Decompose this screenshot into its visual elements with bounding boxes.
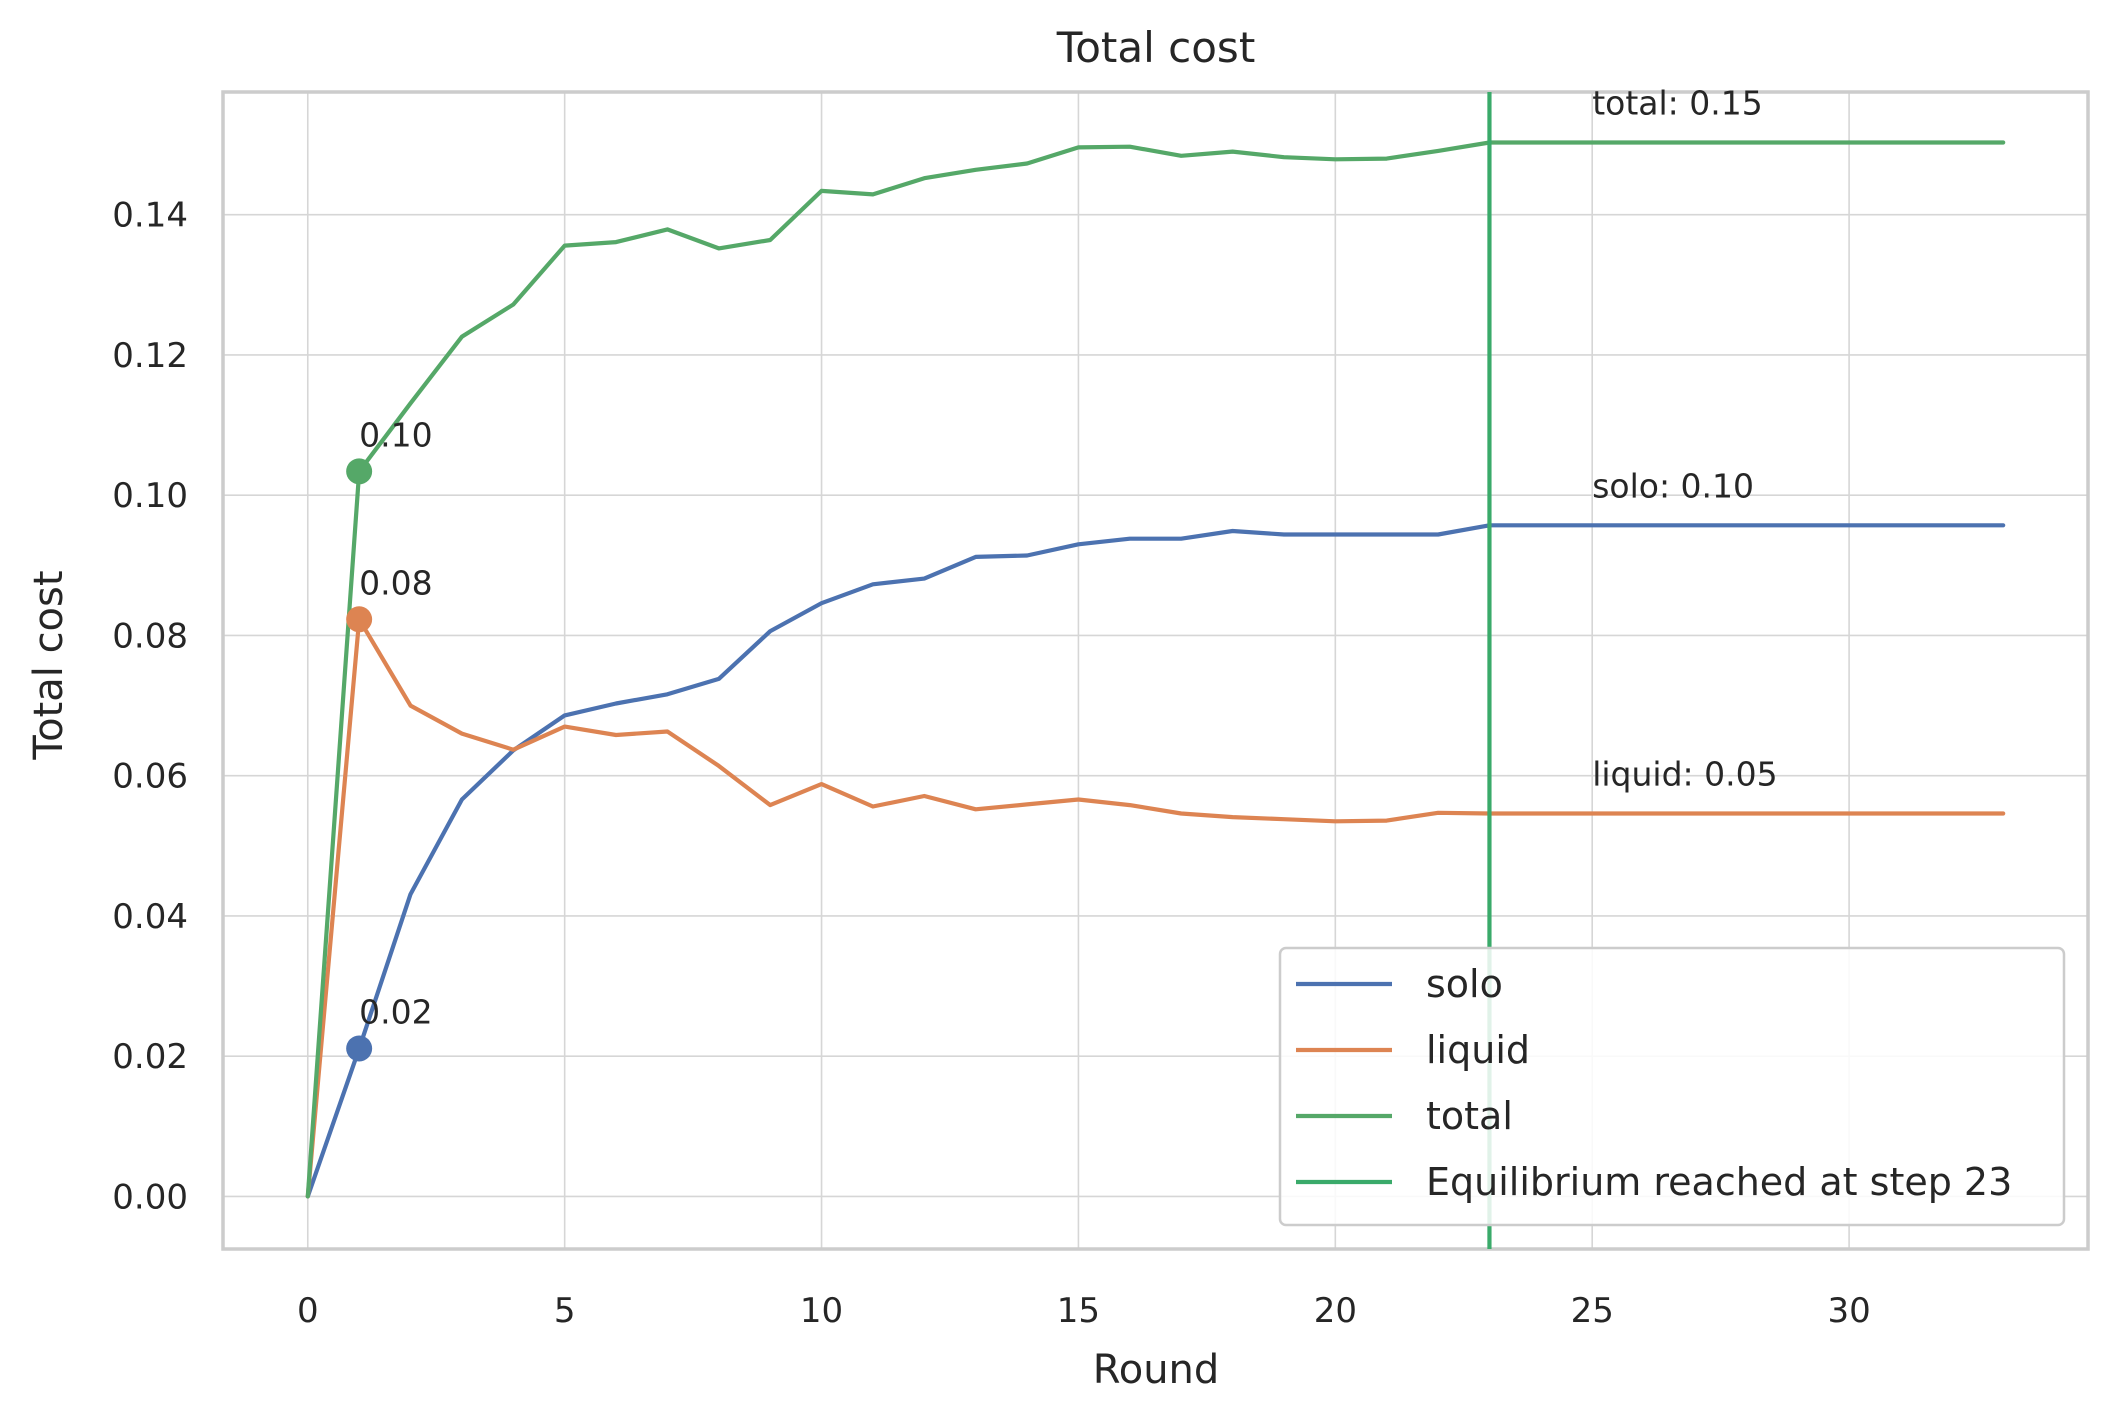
x-axis-title: Round <box>1093 1347 1220 1393</box>
total-line <box>305 140 2006 1199</box>
total-marker-label: 0.10 <box>359 415 432 454</box>
y-tick-label: 0.14 <box>112 196 188 236</box>
y-tick-label: 0.02 <box>112 1037 188 1077</box>
legend-label-1: liquid <box>1426 1028 1530 1072</box>
y-tick-label: 0.06 <box>112 757 188 797</box>
legend-label-0: solo <box>1426 962 1503 1006</box>
total-end-label: total: 0.15 <box>1592 83 1763 122</box>
gridlines <box>223 92 2088 1249</box>
plot-frame <box>221 90 2090 1251</box>
legend: solo liquid total Equilibrium reached at st… <box>1278 946 2066 1227</box>
liquid-marker-label: 0.08 <box>359 563 432 602</box>
series-lines <box>305 140 2006 1199</box>
y-tick-label: 0.12 <box>112 336 188 376</box>
y-axis-title: Total cost <box>26 570 72 760</box>
liquid-marker <box>346 606 373 633</box>
x-axis-ticks: 0 5 10 15 20 25 30 <box>297 1291 1871 1331</box>
total-marker <box>346 458 373 485</box>
legend-label-3: Equilibrium reached at step 23 <box>1426 1160 2012 1204</box>
legend-box <box>1278 946 2066 1227</box>
y-tick-label: 0.04 <box>112 897 188 937</box>
y-tick-label: 0.08 <box>112 616 188 656</box>
y-tick-label: 0.10 <box>112 476 188 516</box>
chart-title: Total cost <box>1056 23 1256 72</box>
x-tick-label: 20 <box>1314 1291 1357 1331</box>
x-tick-label: 0 <box>297 1291 319 1331</box>
y-axis-ticks: 0.00 0.02 0.04 0.06 0.08 0.10 0.12 0.14 <box>112 196 188 1218</box>
x-tick-label: 10 <box>800 1291 843 1331</box>
liquid-end-label: liquid: 0.05 <box>1592 755 1777 794</box>
x-tick-label: 25 <box>1571 1291 1614 1331</box>
series-markers <box>346 458 373 1062</box>
solo-end-label: solo: 0.10 <box>1592 466 1754 505</box>
annotations: 0.02 solo: 0.10 0.08 liquid: 0.05 0.10 total:… <box>359 83 1777 1031</box>
y-tick-label: 0.00 <box>112 1177 188 1217</box>
x-tick-label: 30 <box>1827 1291 1870 1331</box>
legend-label-2: total <box>1426 1094 1513 1138</box>
solo-marker <box>346 1035 373 1062</box>
liquid-line <box>305 617 2006 1199</box>
x-tick-label: 15 <box>1057 1291 1100 1331</box>
x-tick-label: 5 <box>554 1291 576 1331</box>
solo-line <box>305 523 2006 1199</box>
solo-marker-label: 0.02 <box>359 992 432 1031</box>
